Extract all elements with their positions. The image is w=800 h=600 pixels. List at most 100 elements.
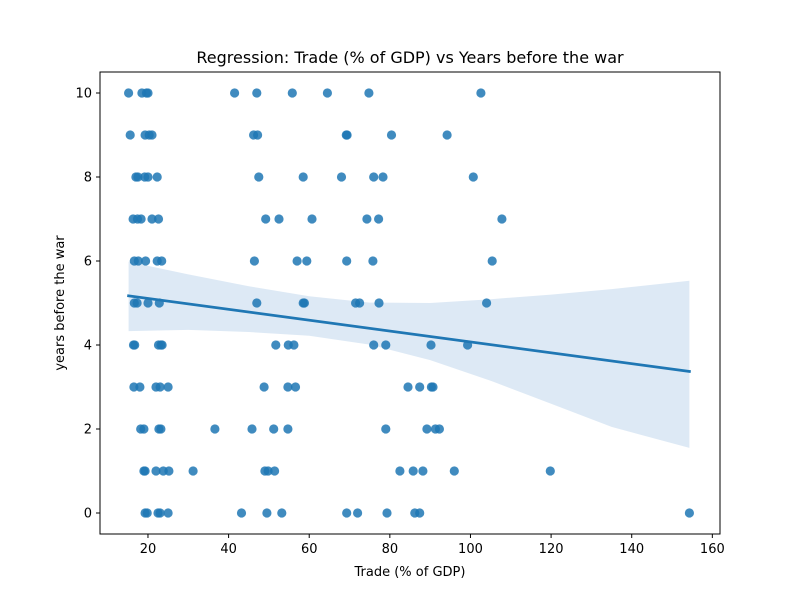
data-point [368,256,378,266]
data-point [271,340,281,350]
x-tick-label: 60 [301,542,318,557]
data-point [684,508,695,518]
data-point [408,466,418,476]
data-point [418,466,428,476]
y-tick-label: 4 [84,339,92,354]
data-point [263,466,273,476]
x-tick-label: 20 [140,542,157,557]
data-point [253,130,263,140]
y-tick-label: 8 [84,171,92,186]
data-point [374,298,384,308]
chart-title: Regression: Trade (% of GDP) vs Years be… [196,48,624,67]
data-point [247,424,257,434]
data-point [130,340,140,350]
data-point [152,172,162,182]
data-point [147,214,157,224]
data-point [434,424,444,434]
data-point [476,88,486,98]
data-point [289,340,299,350]
data-point [342,256,352,266]
data-point [336,172,347,182]
x-tick-label: 100 [458,542,483,557]
data-point [156,424,166,434]
x-tick-label: 160 [700,542,725,557]
y-tick-label: 6 [84,255,92,270]
data-point [415,508,425,518]
data-point [163,508,173,518]
data-point [428,382,438,392]
data-point [287,88,297,98]
data-point [157,256,167,266]
x-tick-label: 80 [382,542,399,557]
data-point [188,466,198,476]
data-point [299,298,309,308]
data-point [262,508,272,518]
data-point [426,340,436,350]
data-point [139,424,149,434]
data-point [151,466,161,476]
data-point [261,214,271,224]
data-point [147,130,157,140]
data-points-layer [124,88,695,518]
data-point [274,214,284,224]
x-axis-ticks: 20 40 60 80 100 120 140 160 [140,534,725,557]
data-point [125,130,135,140]
data-point [468,172,478,182]
data-point [381,340,391,350]
x-tick-label: 120 [539,542,564,557]
y-axis-label: years before the war [53,235,68,371]
data-point [133,172,143,182]
data-point [252,88,262,98]
data-point [290,382,301,392]
data-point [482,298,492,308]
data-point [449,466,459,476]
regression-line-layer [127,294,691,374]
data-point [307,214,317,224]
data-point [322,88,332,98]
data-point [143,172,153,182]
confidence-band-layer [128,261,690,448]
data-point [374,214,384,224]
y-tick-label: 10 [75,87,92,102]
data-point [386,130,397,140]
data-point [249,256,259,266]
data-point [259,382,269,392]
data-point [497,214,507,224]
data-point [270,466,280,476]
data-point [236,508,247,518]
data-point [136,214,146,224]
data-point [342,130,352,140]
data-point [382,508,392,518]
data-point [487,256,497,266]
data-point [132,298,142,308]
confidence-band [128,261,690,448]
data-point [124,88,134,98]
y-axis-ticks: 0 2 4 6 8 10 [75,87,100,522]
data-point [355,298,365,308]
data-point [142,508,152,518]
x-axis-label: Trade (% of GDP) [354,565,466,580]
data-point [369,340,379,350]
data-point [545,466,555,476]
data-point [135,382,145,392]
data-point [155,508,165,518]
data-point [140,466,150,476]
data-point [277,508,287,518]
y-tick-label: 0 [84,507,92,522]
data-point [157,340,167,350]
data-point [395,466,405,476]
data-point [143,298,153,308]
data-point [210,424,220,434]
data-point [302,256,312,266]
data-point [164,466,174,476]
data-point [133,256,143,266]
data-point [369,172,379,182]
data-point [364,88,374,98]
plot-frame [99,71,721,535]
data-point [292,256,302,266]
data-point [422,424,432,434]
data-point [378,172,388,182]
regression-line [127,294,691,374]
data-point [353,508,363,518]
